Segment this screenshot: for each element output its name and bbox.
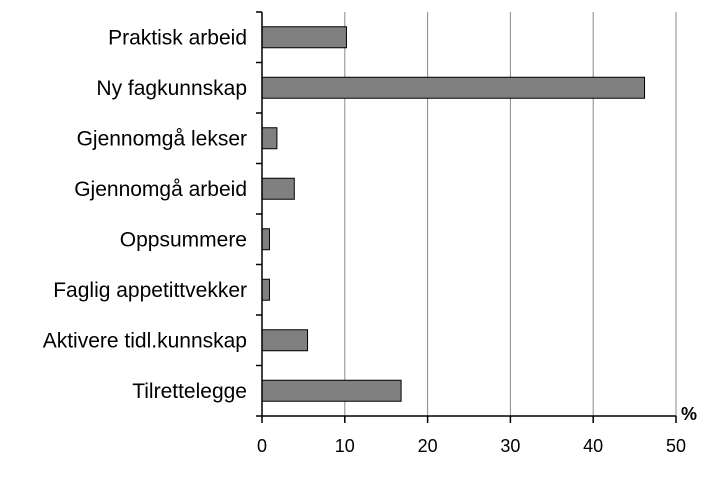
x-tick-label: 20 <box>418 436 438 456</box>
bar <box>261 127 278 150</box>
bar <box>261 177 295 200</box>
category-label: Gjennomgå arbeid <box>74 178 247 201</box>
bars <box>261 26 646 402</box>
category-label: Gjennomgå lekser <box>77 127 247 150</box>
x-axis-unit-label: % <box>681 404 697 424</box>
x-tick-label: 10 <box>335 436 355 456</box>
category-label: Praktisk arbeid <box>108 26 247 49</box>
labels: 0 10 20 30 40 50 Praktisk arbeid Ny fagkunnskap… <box>43 26 686 456</box>
x-tick-label: 30 <box>500 436 520 456</box>
gridlines <box>344 12 677 416</box>
x-tick-label: 40 <box>583 436 603 456</box>
x-tick-label: 0 <box>257 436 267 456</box>
category-label: Tilrettelegge <box>132 380 247 403</box>
category-label: Ny fagkunnskap <box>96 77 247 100</box>
bar <box>261 329 309 352</box>
bar <box>261 278 270 301</box>
bar <box>261 228 270 251</box>
bar <box>261 26 347 49</box>
bar <box>261 379 402 402</box>
axes <box>256 11 677 423</box>
x-tick-label: 50 <box>666 436 686 456</box>
category-label: Aktivere tidl.kunnskap <box>43 329 247 352</box>
category-label: Oppsummere <box>120 228 247 251</box>
bar <box>261 76 646 99</box>
category-label: Faglig appetittvekker <box>53 279 247 302</box>
